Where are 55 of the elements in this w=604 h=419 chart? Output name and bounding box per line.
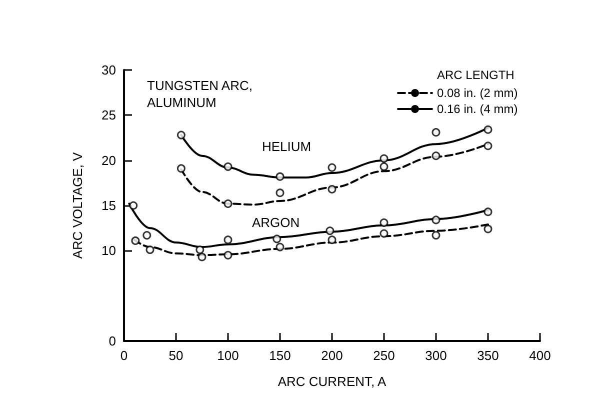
x-tick-label: 150 — [269, 348, 291, 363]
legend-title: ARC LENGTH — [437, 68, 514, 82]
point — [484, 125, 492, 134]
point — [432, 216, 440, 224]
y-axis-title: ARC VOLTAGE, V — [70, 152, 85, 259]
x-axis-title: ARC CURRENT, A — [278, 374, 386, 389]
point — [380, 154, 388, 163]
y-tick-label: 0 — [108, 334, 116, 348]
x-tick-label: 100 — [217, 348, 239, 363]
y-tick-label: 25 — [102, 108, 116, 123]
x-tick-label: 0 — [120, 348, 128, 363]
point — [224, 162, 232, 171]
x-tick-label: 300 — [425, 348, 447, 363]
x-tick-label: 350 — [477, 348, 499, 363]
point — [484, 142, 492, 150]
legend-label: 0.08 in. (2 mm) — [437, 86, 518, 100]
y-tick-label: 15 — [102, 198, 116, 213]
point — [276, 242, 284, 252]
x-tick-label: 250 — [373, 348, 395, 363]
legend-label: 0.16 in. (4 mm) — [437, 102, 518, 116]
point — [380, 218, 388, 227]
point — [276, 188, 284, 198]
point — [131, 236, 140, 245]
point — [432, 152, 440, 160]
point — [224, 236, 232, 244]
point — [328, 184, 336, 194]
x-tick-label: 400 — [529, 348, 551, 363]
annotation: HELIUM — [262, 139, 312, 154]
point — [176, 130, 186, 140]
y-tick-label: 30 — [102, 62, 116, 78]
text: TUNGSTEN ARC, ALUMINUM — [147, 78, 256, 110]
point — [484, 224, 492, 234]
point — [198, 252, 206, 262]
x-tick-label: 50 — [168, 348, 184, 363]
point — [380, 229, 388, 238]
point — [484, 208, 492, 216]
x-tick-label: 200 — [321, 348, 343, 363]
point — [142, 231, 152, 240]
point — [328, 236, 336, 244]
point — [224, 199, 232, 208]
point — [196, 246, 204, 254]
point — [224, 250, 232, 260]
point — [326, 226, 334, 236]
y-tick-label: 20 — [102, 152, 116, 168]
point — [432, 128, 440, 137]
point — [328, 163, 336, 172]
annotation: ARGON — [252, 215, 300, 230]
point — [432, 231, 440, 240]
y-tick-label: 10 — [102, 243, 116, 258]
point — [129, 201, 138, 210]
point — [176, 164, 186, 173]
point — [380, 162, 388, 171]
point — [276, 172, 284, 181]
point — [146, 246, 154, 254]
point — [272, 234, 282, 244]
